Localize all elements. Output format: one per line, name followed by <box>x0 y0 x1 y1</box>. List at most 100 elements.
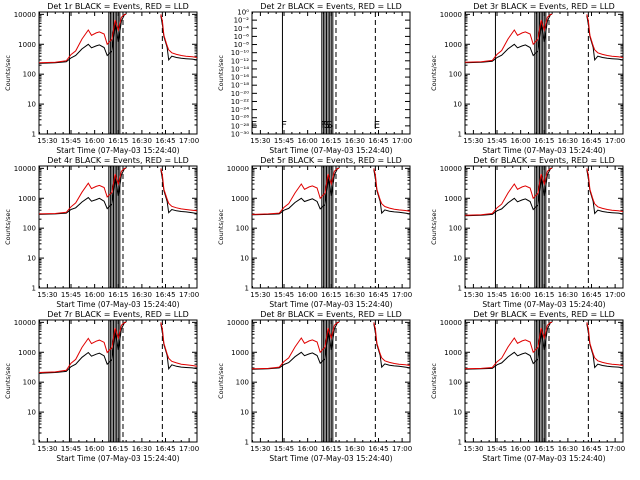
x-axis-label: Start Time (07-May-03 15:24:40) <box>269 300 392 309</box>
x-tick-label: 16:00 <box>85 291 105 299</box>
y-tick-label: 100 <box>236 379 249 387</box>
y-axis-label: Counts/sec <box>430 363 438 399</box>
x-tick-label: 16:30 <box>345 445 365 453</box>
y-tick-label: 100 <box>449 225 462 233</box>
y-tick-label: 1000 <box>444 41 462 49</box>
x-tick-label: 15:30 <box>37 137 57 145</box>
x-tick-label: 16:15 <box>321 291 341 299</box>
x-tick-label: 16:45 <box>368 137 388 145</box>
x-tick-label: 16:45 <box>155 291 175 299</box>
y-axis-label: Counts/sec <box>4 363 12 399</box>
panel-6: Det 6r BLACK = Events, RED = LLD Counts/s… <box>430 156 625 309</box>
y-tick-label: 1000 <box>231 195 249 203</box>
x-tick-label: 15:45 <box>274 445 294 453</box>
x-tick-label: 16:15 <box>534 445 554 453</box>
x-tick-label: 15:30 <box>463 137 483 145</box>
y-tick-label: 100 <box>23 379 36 387</box>
y-tick-label: 10⁻²² <box>231 98 249 106</box>
panel-title: Det 5r BLACK = Events, RED = LLD <box>260 156 402 165</box>
x-tick-label: 16:45 <box>155 137 175 145</box>
y-tick-label: 1 <box>32 439 36 447</box>
y-tick-label: 10000 <box>440 165 462 173</box>
y-tick-label: 1000 <box>18 41 36 49</box>
series-line-lld <box>464 167 624 216</box>
panel-title: Det 6r BLACK = Events, RED = LLD <box>473 156 615 165</box>
x-tick-label: 15:30 <box>250 291 270 299</box>
x-tick-label: 16:45 <box>155 445 175 453</box>
panel-title: Det 9r BLACK = Events, RED = LLD <box>473 310 615 319</box>
x-tick-label: 15:30 <box>250 137 270 145</box>
y-tick-label: 1000 <box>18 195 36 203</box>
marker-label: F <box>281 120 287 131</box>
x-tick-label: 16:00 <box>85 137 105 145</box>
x-tick-label: 15:30 <box>250 445 270 453</box>
y-tick-label: 1 <box>245 439 249 447</box>
series-line-lld <box>251 321 411 370</box>
x-tick-label: 17:00 <box>392 137 412 145</box>
y-tick-label: 10000 <box>14 319 36 327</box>
x-tick-label: 15:45 <box>61 445 81 453</box>
marker-label: E <box>251 120 257 131</box>
x-tick-label: 15:30 <box>463 445 483 453</box>
x-axis-label: Start Time (07-May-03 15:24:40) <box>482 454 605 463</box>
y-tick-label: 10000 <box>440 11 462 19</box>
x-axis-label: Start Time (07-May-03 15:24:40) <box>56 300 179 309</box>
panel-3: Det 3r BLACK = Events, RED = LLD Counts/s… <box>430 2 625 155</box>
y-tick-label: 10⁻¹² <box>231 57 249 65</box>
panel-9: Det 9r BLACK = Events, RED = LLD Counts/s… <box>430 310 625 463</box>
x-tick-label: 16:15 <box>108 137 128 145</box>
y-tick-label: 10⁻¹⁸ <box>231 82 249 90</box>
x-tick-label: 15:45 <box>274 137 294 145</box>
x-tick-label: 16:30 <box>558 445 578 453</box>
x-tick-label: 17:00 <box>179 137 199 145</box>
panel-2: Det 2r BLACK = Events, RED = LLD Counts/s… <box>217 2 412 155</box>
x-axis-label: Start Time (07-May-03 15:24:40) <box>269 146 392 155</box>
x-tick-label: 15:45 <box>487 137 507 145</box>
y-axis-label: Counts/sec <box>430 55 438 91</box>
x-tick-label: 16:00 <box>298 137 318 145</box>
y-tick-label: 10000 <box>14 11 36 19</box>
x-tick-label: 15:30 <box>37 291 57 299</box>
x-tick-label: 16:30 <box>345 137 365 145</box>
y-tick-label: 10⁻²⁶ <box>231 114 249 122</box>
y-tick-label: 10⁻¹⁶ <box>231 74 249 82</box>
x-tick-label: 17:00 <box>179 445 199 453</box>
y-tick-label: 100 <box>236 225 249 233</box>
panel-4: Det 4r BLACK = Events, RED = LLD Counts/s… <box>4 156 199 309</box>
x-tick-label: 15:45 <box>274 291 294 299</box>
y-tick-label: 10 <box>27 255 36 263</box>
y-tick-label: 100 <box>23 71 36 79</box>
panel-7: Det 7r BLACK = Events, RED = LLD Counts/s… <box>4 310 199 463</box>
panel-1: Det 1r BLACK = Events, RED = LLD Counts/s… <box>4 2 199 155</box>
y-tick-label: 10000 <box>227 319 249 327</box>
y-tick-label: 10⁻¹⁰ <box>231 49 249 57</box>
x-tick-label: 15:45 <box>487 445 507 453</box>
x-tick-label: 17:00 <box>392 445 412 453</box>
y-tick-label: 1 <box>458 131 462 139</box>
y-tick-label: 1 <box>458 285 462 293</box>
y-tick-label: 10⁻⁶ <box>234 33 250 41</box>
y-tick-label: 1 <box>32 285 36 293</box>
x-tick-label: 16:15 <box>108 445 128 453</box>
x-axis-label: Start Time (07-May-03 15:24:40) <box>56 454 179 463</box>
series-line-lld <box>251 167 411 215</box>
panel-5: Det 5r BLACK = Events, RED = LLD Counts/s… <box>217 156 412 309</box>
y-tick-label: 1000 <box>444 349 462 357</box>
y-axis-label: Counts/sec <box>430 209 438 245</box>
marker-label: S <box>327 120 333 131</box>
x-tick-label: 16:15 <box>534 137 554 145</box>
x-tick-label: 16:30 <box>558 291 578 299</box>
x-axis-label: Start Time (07-May-03 15:24:40) <box>482 146 605 155</box>
y-tick-label: 10⁻³⁰ <box>231 131 249 139</box>
x-tick-label: 16:15 <box>534 291 554 299</box>
y-tick-label: 1000 <box>18 349 36 357</box>
y-tick-label: 10 <box>453 409 462 417</box>
x-tick-label: 15:45 <box>61 291 81 299</box>
y-tick-label: 10⁻⁸ <box>234 41 250 49</box>
panel-title: Det 7r BLACK = Events, RED = LLD <box>47 310 189 319</box>
y-tick-label: 10⁻²⁴ <box>231 106 249 114</box>
y-tick-label: 10⁰ <box>237 9 249 17</box>
y-tick-label: 10 <box>453 255 462 263</box>
x-tick-label: 15:30 <box>463 291 483 299</box>
series-line-lld <box>38 321 198 373</box>
